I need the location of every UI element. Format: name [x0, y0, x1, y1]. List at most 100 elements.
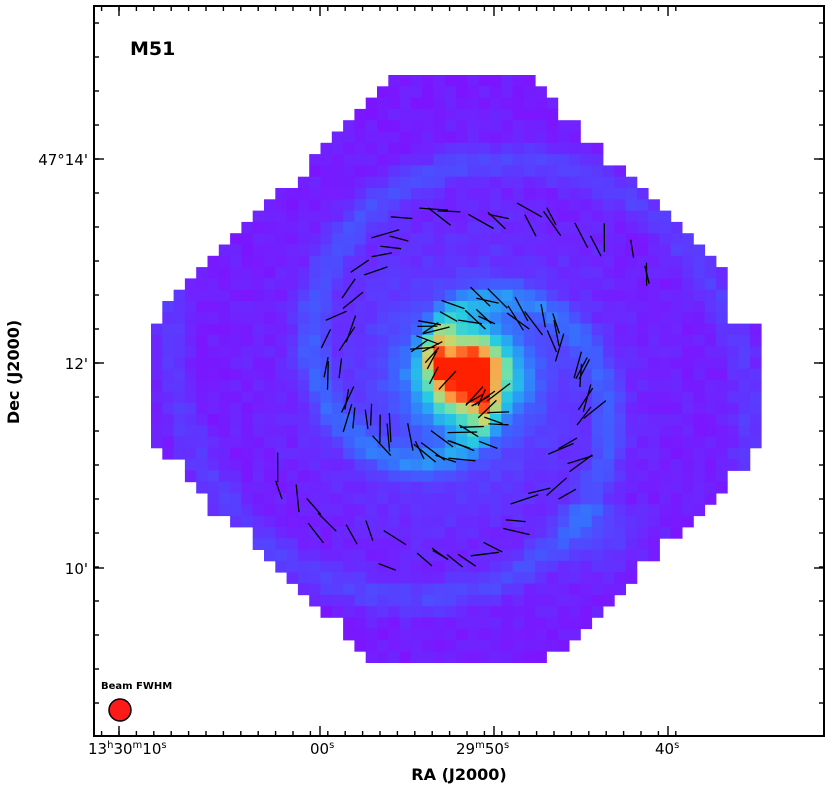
map-pixel	[433, 176, 446, 189]
map-pixel	[648, 470, 660, 483]
map-pixel	[749, 346, 762, 358]
map-pixel	[603, 334, 615, 347]
map-pixel	[670, 368, 683, 381]
map-pixel	[173, 447, 186, 460]
map-pixel	[343, 301, 355, 313]
map-pixel	[478, 447, 491, 460]
map-pixel	[591, 301, 604, 313]
map-pixel	[444, 289, 457, 302]
map-pixel	[184, 346, 197, 358]
map-pixel	[444, 560, 457, 573]
map-pixel	[241, 402, 254, 415]
map-pixel	[365, 527, 378, 539]
map-pixel	[309, 493, 321, 505]
map-pixel	[309, 391, 321, 404]
map-pixel	[648, 447, 660, 460]
map-pixel	[264, 527, 276, 539]
map-pixel	[377, 233, 389, 245]
map-pixel	[456, 583, 468, 596]
map-pixel	[399, 255, 412, 268]
polarization-vector	[307, 522, 325, 544]
map-pixel	[297, 267, 310, 279]
map-pixel	[218, 481, 231, 494]
map-pixel	[659, 436, 672, 449]
map-pixel	[467, 75, 480, 87]
map-pixel	[388, 346, 400, 358]
map-pixel	[252, 301, 265, 313]
map-pixel	[523, 368, 536, 381]
map-pixel	[162, 414, 174, 426]
map-pixel	[444, 459, 457, 471]
map-pixel	[275, 459, 287, 471]
map-pixel	[727, 334, 739, 347]
map-pixel	[716, 481, 728, 494]
map-pixel	[749, 391, 762, 404]
map-pixel	[738, 323, 751, 336]
map-pixel	[614, 380, 626, 392]
map-pixel	[738, 368, 751, 381]
map-pixel	[354, 120, 367, 132]
map-pixel	[738, 380, 751, 392]
map-pixel	[365, 560, 378, 573]
map-pixel	[625, 278, 638, 291]
map-pixel	[309, 221, 321, 234]
map-pixel	[399, 176, 412, 189]
polarization-vector	[364, 409, 369, 429]
map-pixel	[264, 357, 276, 370]
polarization-vector	[502, 527, 530, 536]
map-pixel	[410, 176, 423, 189]
polarization-vector	[579, 363, 583, 388]
map-pixel	[309, 425, 321, 437]
map-pixel	[704, 493, 717, 505]
map-pixel	[365, 425, 378, 437]
map-pixel	[354, 572, 367, 584]
map-pixel	[196, 368, 208, 381]
map-pixel	[467, 289, 480, 302]
map-pixel	[184, 312, 197, 324]
map-pixel	[399, 75, 412, 87]
map-pixel	[377, 323, 389, 336]
map-pixel	[207, 255, 220, 268]
map-pixel	[388, 142, 400, 155]
map-pixel	[377, 267, 389, 279]
map-pixel	[523, 380, 536, 392]
map-pixel	[422, 301, 434, 313]
map-pixel	[659, 312, 672, 324]
map-pixel	[286, 481, 299, 494]
map-pixel	[286, 436, 299, 449]
map-pixel	[151, 436, 163, 449]
map-pixel	[422, 188, 434, 200]
map-pixel	[444, 504, 457, 517]
map-pixel	[433, 233, 446, 245]
map-pixel	[297, 255, 310, 268]
map-pixel	[512, 527, 525, 539]
map-pixel	[670, 221, 683, 234]
map-pixel	[252, 414, 265, 426]
map-pixel	[523, 154, 536, 166]
map-pixel	[682, 493, 694, 505]
map-pixel	[331, 504, 344, 517]
map-pixel	[648, 459, 660, 471]
polarization-vector	[514, 296, 529, 322]
map-pixel	[252, 334, 265, 347]
map-pixel	[354, 481, 367, 494]
map-pixel	[331, 459, 344, 471]
map-pixel	[467, 357, 480, 370]
map-pixel	[444, 357, 457, 370]
map-pixel	[467, 346, 480, 358]
map-pixel	[365, 142, 378, 155]
map-pixel	[569, 131, 581, 144]
map-pixel	[377, 165, 389, 178]
map-pixel	[218, 346, 231, 358]
map-pixel	[467, 255, 480, 268]
map-pixel	[399, 323, 412, 336]
map-pixel	[591, 278, 604, 291]
map-pixel	[467, 154, 480, 166]
map-pixel	[648, 368, 660, 381]
y-axis-label: Dec (J2000)	[4, 320, 23, 424]
map-pixel	[546, 188, 559, 200]
map-pixel	[625, 391, 638, 404]
map-pixel	[388, 108, 400, 121]
map-pixel	[184, 357, 197, 370]
map-pixel	[546, 176, 559, 189]
